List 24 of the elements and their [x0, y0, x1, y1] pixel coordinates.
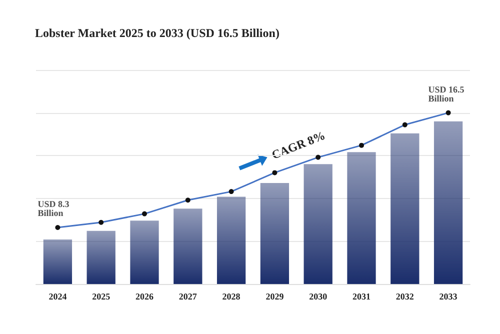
bar: [216, 196, 246, 284]
annotation: USD 8.3 Billion: [38, 199, 72, 218]
annotation: CAGR 8%: [270, 128, 328, 162]
x-tick-label: 2027: [178, 292, 198, 302]
x-tick-label: 2024: [48, 292, 68, 302]
chart-title: Lobster Market 2025 to 2033 (USD 16.5 Billion): [35, 26, 280, 40]
bar: [43, 239, 72, 284]
bar: [390, 133, 420, 284]
annotation: USD 16.5 Billion: [428, 84, 467, 104]
x-tick-label: 2033: [439, 292, 458, 302]
x-tick-label: 2025: [92, 292, 111, 302]
x-tick-label: 2032: [396, 292, 414, 302]
x-tick-label: 2026: [136, 292, 154, 302]
x-tick-label: 2028: [222, 292, 241, 302]
x-tick-label: 2029: [266, 292, 284, 302]
bar: [304, 164, 332, 284]
x-tick-label: 2031: [352, 292, 371, 302]
bar: [130, 220, 159, 284]
bar: [86, 230, 116, 284]
x-tick-label: 2030: [309, 292, 328, 302]
bar: [174, 208, 202, 284]
bar: [347, 152, 376, 284]
bar: [260, 182, 290, 284]
bar: [434, 121, 463, 284]
